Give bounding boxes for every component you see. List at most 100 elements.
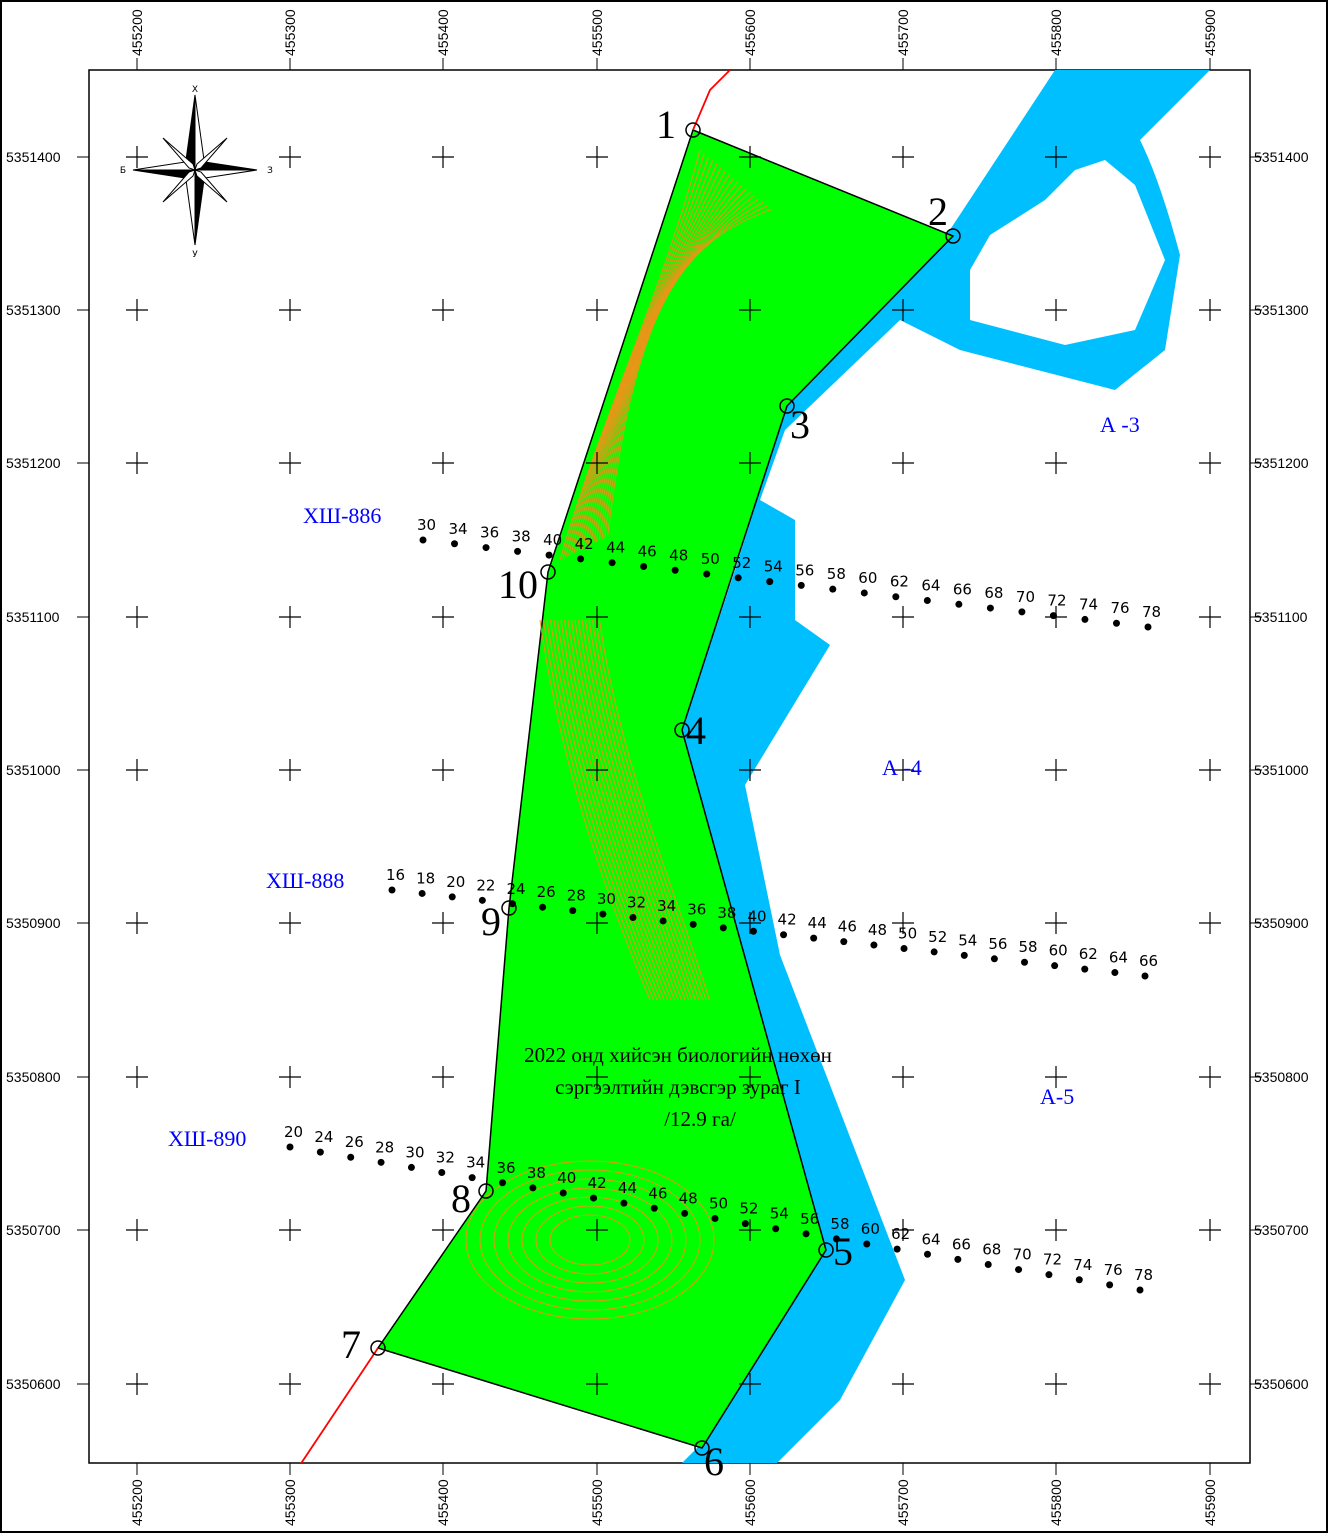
profile-station-point [741, 1220, 749, 1228]
profile-station-point [608, 559, 616, 567]
contour-line [549, 1214, 631, 1266]
y-tick-label: 5350600 [6, 1376, 61, 1392]
profile-station-label: 62 [1079, 945, 1098, 963]
profile-station-label: 72 [1047, 592, 1066, 610]
profile-station-label: 20 [446, 873, 465, 891]
y-tick-label: 5350700 [1254, 1222, 1309, 1238]
y-tick-label: 5350800 [1254, 1069, 1309, 1085]
contour-line [560, 170, 726, 1001]
x-tick-label: 455900 [1202, 1479, 1218, 1526]
profile-station-label: 60 [1049, 942, 1068, 960]
profile-station-label: 54 [764, 558, 783, 576]
profile-station-point [1045, 1271, 1053, 1279]
profile-station-point [438, 1169, 446, 1177]
profile-station-label: 46 [638, 542, 657, 560]
vertex-circle [818, 1242, 834, 1258]
road-line [692, 70, 731, 131]
profile-station-point [599, 910, 607, 918]
map-title-line2: сэргээлтийн дэвсгэр зураг I [555, 1075, 801, 1099]
profile-station-point [448, 893, 456, 901]
reclamation-area [376, 129, 955, 1449]
profile-station-point [545, 551, 553, 559]
x-tick-label: 455900 [1202, 9, 1218, 56]
contour-line [546, 156, 709, 1001]
profile-station-point [316, 1148, 324, 1156]
profile-station-point [703, 570, 711, 578]
vertex-circle [779, 398, 795, 414]
vertex-label: 9 [481, 899, 501, 944]
vertex-label: 4 [686, 708, 706, 753]
profile-station-point [924, 1250, 931, 1258]
profile-station-point [451, 540, 459, 548]
profile-station-label: 34 [449, 520, 468, 538]
profile-station-point [499, 1179, 506, 1187]
x-tick-label: 455700 [895, 1479, 911, 1526]
vertex-circle [685, 122, 701, 138]
profile-station-point [508, 900, 516, 908]
profile-station-point [1112, 619, 1120, 627]
profile-station-point [1081, 965, 1089, 973]
profile-station-label: 42 [575, 535, 594, 553]
contour-line [550, 160, 714, 1001]
profile-station-point [1081, 615, 1089, 623]
x-tick-label: 455400 [435, 9, 451, 56]
vertex-circle [674, 722, 690, 738]
profile-station-point [689, 920, 697, 928]
profile-station-label: 40 [543, 531, 562, 549]
contour-line [479, 1169, 701, 1311]
profile-station-label: 26 [537, 883, 556, 901]
compass-e-label: З [267, 166, 273, 176]
profile-station-point [986, 604, 994, 612]
profile-station-label: 70 [1016, 588, 1035, 606]
profile-station-point [1136, 1286, 1144, 1294]
x-tick-label: 455700 [895, 9, 911, 56]
profile-station-point [407, 1163, 415, 1171]
profile-station-point [388, 886, 396, 894]
y-tick-label: 5351000 [6, 762, 61, 778]
profile-station-point [1018, 608, 1026, 616]
profile-station-label: 54 [770, 1205, 789, 1223]
river-water [682, 70, 1210, 1463]
contour-line [521, 1196, 659, 1284]
survey-profiles: ХШ-886 30 34 36 38 40 42 44 46 48 50 52 54 56 58 60 62 64… [168, 503, 1161, 1294]
profile-station-point [772, 1225, 780, 1233]
x-tick-label: 455500 [589, 1479, 605, 1526]
map-title-line1: 2022 онд хийсэн биологийн нөхөн [524, 1043, 832, 1067]
x-tick-label: 455600 [742, 9, 758, 56]
profile-station-point [1021, 958, 1029, 966]
grid-crosses [126, 146, 1221, 1395]
profile-station-label: 46 [648, 1184, 667, 1202]
vertex-circle [694, 1440, 710, 1456]
profile-station-label: 30 [417, 516, 436, 534]
profile-station-point [1141, 972, 1149, 980]
profile-station-label: 76 [1110, 599, 1129, 617]
profile-station-point [802, 1230, 810, 1238]
profile-station-label: 62 [890, 573, 909, 591]
y-tick-label: 5351000 [1254, 762, 1309, 778]
profile-station-point [286, 1143, 294, 1151]
contour-line [543, 153, 705, 1001]
y-axis-right: 5351400 5351300 5351200 5351100 5351000 53509… [1250, 149, 1309, 1392]
zone-label-a4: А -4 [882, 755, 922, 780]
profile-station-label: 22 [476, 876, 495, 894]
profile-station-point [347, 1153, 355, 1161]
profile-station-label: 18 [416, 869, 435, 887]
profile-station-label: 30 [405, 1143, 424, 1161]
profile-station-point [711, 1215, 719, 1222]
profile-station-label: 66 [952, 1235, 971, 1253]
map-frame [88, 69, 1251, 1464]
road-line-south [300, 1347, 379, 1463]
x-axis-bottom: 455200 455300 455400 455500 455600 455700 4558… [129, 1463, 1218, 1526]
vertex-circle [478, 1183, 494, 1199]
profile-station-point [766, 578, 774, 586]
profile-station-point [671, 566, 679, 574]
profile-station-label: 46 [838, 918, 857, 936]
x-tick-label: 455600 [742, 1479, 758, 1526]
profile-station-label: 36 [687, 900, 706, 918]
profile-station-label: 70 [1013, 1246, 1032, 1264]
profile-station-point [930, 948, 938, 956]
profile-station-point [482, 544, 490, 552]
profile-station-point [870, 941, 878, 949]
profile-station-point [620, 1199, 628, 1207]
